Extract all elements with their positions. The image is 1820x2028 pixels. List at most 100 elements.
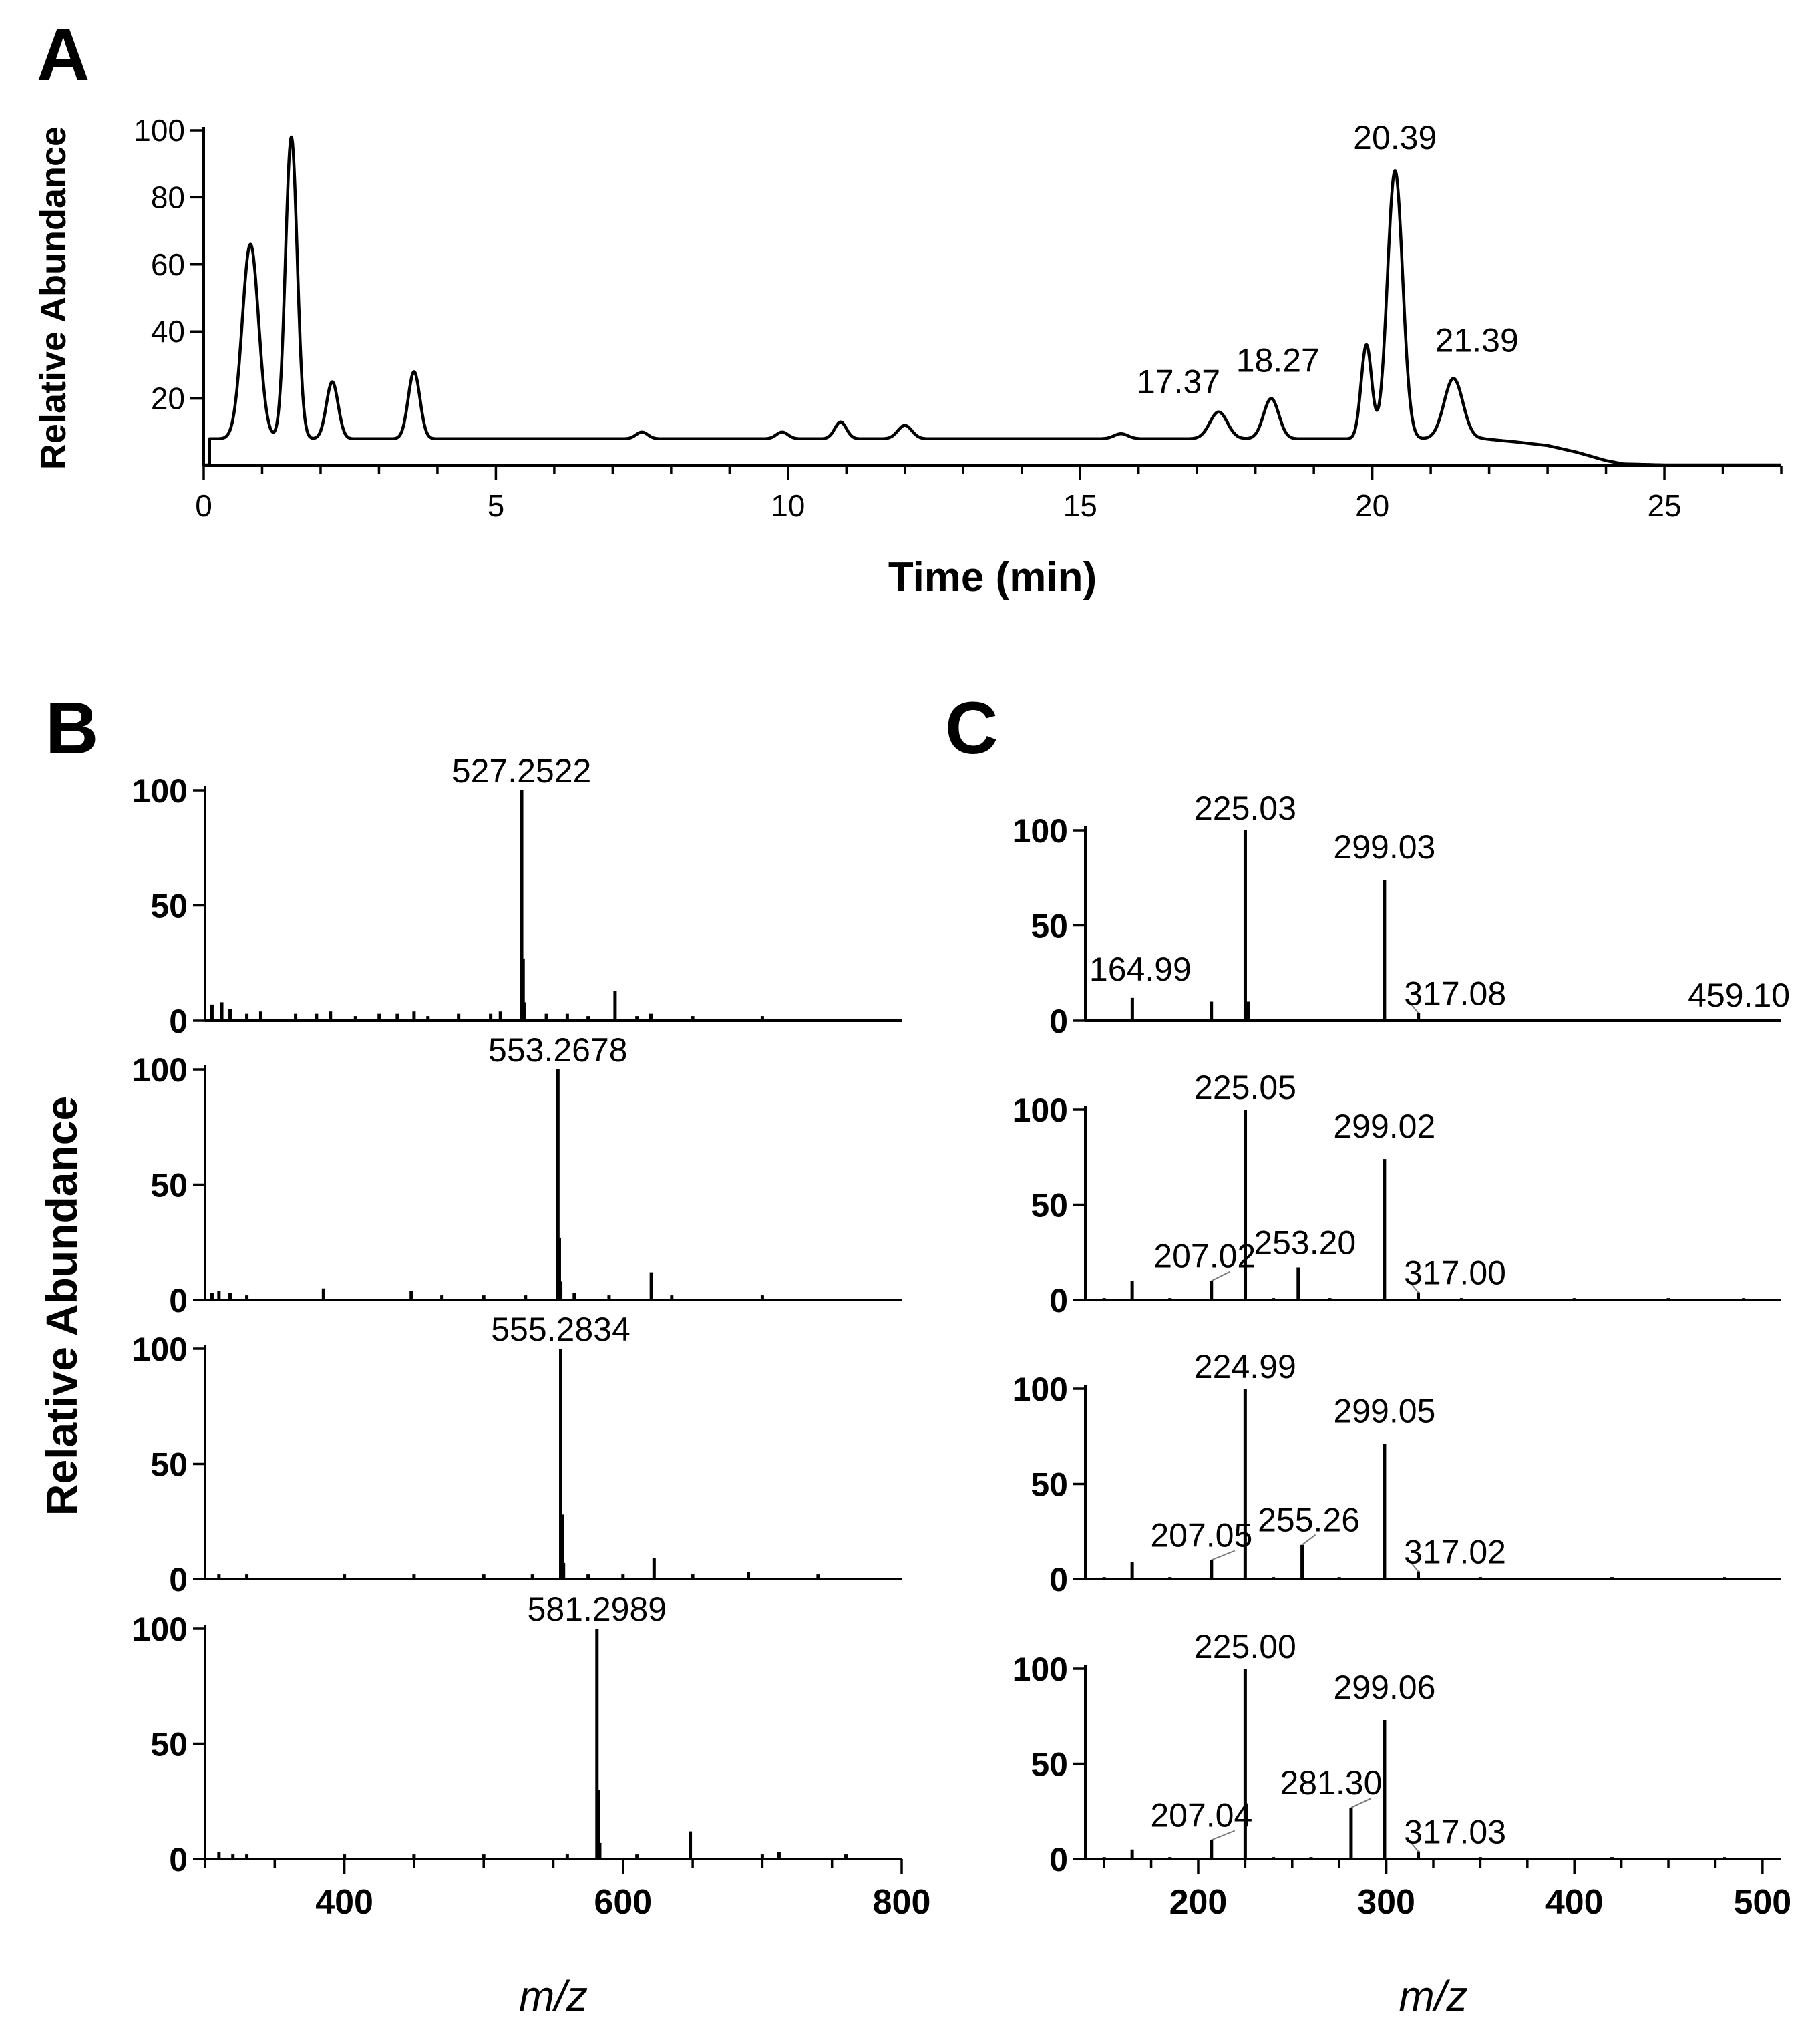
x-tick-label: 10 <box>771 488 805 523</box>
y-tick-label: 50 <box>1031 908 1068 945</box>
peak-label: 164.99 <box>1089 951 1192 988</box>
label-leader-line <box>1211 1550 1236 1561</box>
spectrum-b-1: 0 50 100 527.2522 <box>132 752 902 1040</box>
peak-label: 299.03 <box>1333 828 1435 866</box>
y-tick-label: 0 <box>1049 1282 1068 1319</box>
peak-label: 317.00 <box>1404 1254 1506 1292</box>
spectrum-c-4: 0 50 100 225.00 299.06 207.04 281.30 317.03 200 3… <box>1013 1628 1792 1922</box>
peak-label: 21.39 <box>1435 321 1519 359</box>
y-tick-label: 40 <box>151 314 185 349</box>
label-leader-line <box>1407 1000 1419 1014</box>
peak-label: 225.00 <box>1194 1628 1296 1665</box>
x-tick-label: 500 <box>1733 1883 1791 1922</box>
panel-label-c: C <box>945 687 998 770</box>
peak-label: 281.30 <box>1280 1764 1382 1802</box>
y-tick-label: 50 <box>150 888 188 925</box>
y-tick-label: 100 <box>1013 1091 1068 1129</box>
y-tick-label: 100 <box>132 1051 188 1089</box>
panel-c-msms-spectra: C 0 50 100 225.03 299.03 164.99 317.08 459.10 0 50… <box>945 687 1791 2020</box>
y-tick-label: 100 <box>1013 1651 1068 1688</box>
spectrum-b-2: 0 50 100 553.2678 <box>132 1031 902 1319</box>
peak-label: 207.04 <box>1150 1797 1252 1834</box>
x-tick-label: 400 <box>1545 1883 1604 1922</box>
panel-label-a: A <box>37 14 89 96</box>
peak-label: 253.20 <box>1254 1224 1356 1262</box>
peak-label: 553.2678 <box>488 1031 628 1069</box>
y-axis-title: Relative Abundance <box>33 126 73 470</box>
peak-label: 20.39 <box>1353 119 1437 156</box>
y-tick-label: 60 <box>151 247 185 282</box>
peak-label: 224.99 <box>1194 1348 1296 1385</box>
y-tick-label: 80 <box>151 180 185 214</box>
y-tick-label: 50 <box>150 1446 188 1484</box>
label-leader-line <box>1407 1558 1419 1572</box>
panel-a-chromatogram: A 20 40 60 80 100 0 5 10 15 20 25 Time (min) Relative… <box>33 14 1783 601</box>
peak-label: 255.26 <box>1258 1502 1360 1539</box>
label-leader-line <box>1211 1830 1236 1841</box>
y-tick-label: 100 <box>132 772 188 810</box>
peak-label: 18.27 <box>1236 342 1320 379</box>
peak-label: 555.2834 <box>491 1311 630 1348</box>
x-tick-label: 20 <box>1355 488 1389 523</box>
y-tick-label: 100 <box>132 1331 188 1368</box>
y-tick-label: 50 <box>1031 1187 1068 1224</box>
y-tick-label: 0 <box>1049 1561 1068 1598</box>
y-axis-title: Relative Abundance <box>37 1096 86 1516</box>
spectrum-b-3: 0 50 100 555.2834 <box>132 1311 902 1598</box>
y-tick-label: 0 <box>1049 1003 1068 1040</box>
x-tick-label: 200 <box>1169 1883 1228 1922</box>
x-tick-label: 5 <box>488 488 505 523</box>
label-leader-line <box>1407 1279 1419 1293</box>
peak-label: 299.02 <box>1333 1108 1435 1145</box>
x-tick-label: 0 <box>195 488 212 523</box>
y-tick-label: 0 <box>169 1003 188 1040</box>
y-tick-label: 100 <box>1013 1371 1068 1408</box>
x-tick-label: 800 <box>873 1883 931 1922</box>
y-tick-label: 0 <box>169 1841 188 1878</box>
spectrum-c-1: 0 50 100 225.03 299.03 164.99 317.08 459.10 <box>1013 790 1791 1040</box>
y-tick-label: 50 <box>150 1167 188 1204</box>
spectrum-b-4: 0 50 100 581.2989 400 600 800 <box>132 1590 931 1922</box>
peak-label: 317.02 <box>1404 1534 1506 1571</box>
peak-label: 317.08 <box>1404 975 1506 1013</box>
peak-label: 317.03 <box>1404 1814 1506 1851</box>
panel-label-b: B <box>45 687 98 770</box>
peak-label: 225.05 <box>1194 1069 1296 1106</box>
panel-b-ms-spectra: B 0 50 100 527.2522 0 50 100 553.2678 0 50 100 555.2… <box>37 687 930 2020</box>
x-tick-label: 25 <box>1647 488 1681 523</box>
y-tick-label: 50 <box>1031 1746 1068 1784</box>
spectrum-c-3: 0 50 100 224.99 299.05 207.05 255.26 317.02 <box>1013 1348 1781 1598</box>
y-tick-label: 0 <box>169 1561 188 1598</box>
y-tick-label: 0 <box>1049 1841 1068 1878</box>
x-axis-title: m/z <box>519 1972 588 2020</box>
peak-label: 459.10 <box>1688 977 1790 1014</box>
peak-label: 581.2989 <box>528 1590 667 1628</box>
peak-label: 299.05 <box>1333 1393 1435 1430</box>
y-tick-label: 100 <box>132 1611 188 1648</box>
peak-label: 299.06 <box>1333 1669 1435 1706</box>
x-tick-label: 400 <box>315 1883 373 1922</box>
peak-label: 17.37 <box>1137 363 1220 401</box>
y-tick-label: 50 <box>150 1726 188 1763</box>
peak-label: 207.02 <box>1153 1238 1256 1275</box>
label-leader-line <box>1301 1534 1316 1546</box>
x-tick-label: 300 <box>1357 1883 1415 1922</box>
x-tick-label: 600 <box>594 1883 652 1922</box>
peak-label: 527.2522 <box>452 752 592 790</box>
label-leader-line <box>1407 1838 1419 1852</box>
chromatogram-trace <box>204 135 1782 467</box>
label-leader-line <box>1211 1271 1231 1282</box>
y-tick-label: 50 <box>1031 1466 1068 1504</box>
label-leader-line <box>1350 1798 1372 1808</box>
x-axis-title: m/z <box>1399 1972 1467 2020</box>
x-axis-title: Time (min) <box>888 554 1097 601</box>
y-tick-label: 20 <box>151 381 185 416</box>
y-tick-label: 0 <box>169 1282 188 1319</box>
y-tick-label: 100 <box>134 113 185 148</box>
peak-label: 207.05 <box>1150 1517 1252 1554</box>
y-tick-label: 100 <box>1013 812 1068 850</box>
x-tick-label: 15 <box>1063 488 1097 523</box>
peak-label: 225.03 <box>1194 790 1296 827</box>
